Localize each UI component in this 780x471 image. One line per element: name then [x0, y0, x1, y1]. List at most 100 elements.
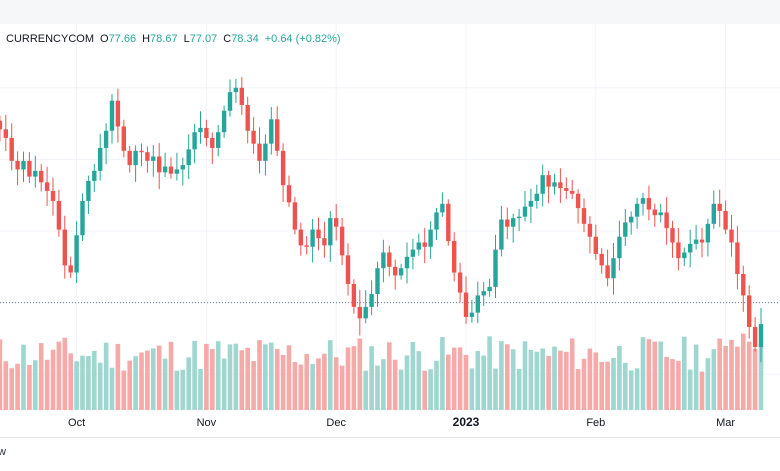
candle-body — [416, 242, 421, 250]
volume-bar — [322, 353, 327, 410]
volume-bar — [0, 339, 3, 410]
volume-bar — [741, 333, 746, 410]
candle-body — [186, 149, 191, 166]
volume-bar — [74, 361, 79, 410]
volume-bar — [33, 360, 38, 410]
legend-close-label: C — [223, 33, 232, 45]
legend-low-label: L — [183, 33, 190, 45]
candle-body — [747, 295, 752, 327]
volume-bar — [369, 346, 374, 410]
volume-bar — [428, 369, 433, 410]
candle-body — [505, 219, 510, 227]
candle-body — [328, 218, 333, 246]
volume-bar — [528, 350, 534, 410]
candle-body — [570, 190, 575, 194]
candle-body — [617, 236, 622, 259]
candle-body — [310, 229, 315, 247]
candle-body — [286, 185, 292, 203]
candle-body — [0, 120, 3, 130]
candle-body — [398, 268, 404, 276]
candle-body — [127, 150, 132, 166]
candle-body — [534, 193, 539, 201]
candle-body — [56, 200, 62, 230]
volume-bar — [280, 354, 286, 410]
volume-bar — [758, 346, 764, 410]
volume-bar — [593, 352, 599, 410]
volume-bar — [180, 369, 186, 410]
volume-bar — [381, 359, 386, 410]
candle-body — [652, 209, 657, 216]
volume-bar — [611, 357, 616, 410]
volume-bar — [292, 361, 298, 410]
legend-open: O77.66 — [100, 33, 136, 45]
candle-body — [9, 137, 14, 161]
volume-bar — [97, 362, 103, 410]
volume-bar — [363, 370, 368, 410]
legend-high: H78.67 — [142, 33, 177, 45]
volume-bar — [50, 349, 56, 410]
candle-body — [528, 200, 534, 207]
candle-body — [180, 165, 185, 170]
volume-bar — [345, 347, 351, 410]
candle-body — [233, 87, 239, 93]
volume-bar — [546, 355, 551, 410]
candle-body — [463, 292, 469, 317]
candle-body — [62, 229, 67, 266]
volume-bar — [746, 341, 752, 410]
candle-body — [487, 286, 492, 292]
volume-bar — [210, 349, 215, 410]
legend-open-value: 77.66 — [108, 33, 137, 45]
volume-bar — [398, 369, 404, 410]
volume-bar — [457, 347, 463, 410]
volume-bar — [156, 345, 162, 410]
volume-bar — [664, 356, 669, 410]
candle-body — [304, 245, 309, 247]
volume-bar — [682, 336, 687, 410]
volume-bar — [505, 344, 510, 410]
top-strip — [0, 0, 780, 24]
candle-body — [558, 182, 563, 189]
volume-bar — [38, 343, 44, 410]
volume-bar — [133, 356, 138, 410]
volume-bar — [333, 357, 339, 410]
candle-body — [204, 127, 209, 138]
candle-body — [121, 126, 126, 151]
volume-bar — [510, 349, 516, 410]
volume-bar — [328, 340, 333, 410]
candle-body — [198, 127, 203, 133]
candle-body — [257, 143, 262, 161]
volume-bar — [251, 361, 256, 410]
candle-body — [511, 218, 516, 227]
candle-body — [168, 166, 174, 174]
candle-body — [351, 283, 357, 307]
volume-bar — [274, 348, 280, 410]
volume-bar — [516, 368, 522, 410]
candle-body — [393, 266, 398, 276]
volume-bar — [27, 364, 32, 410]
volume-bar — [304, 353, 309, 410]
volume-bar — [310, 364, 315, 410]
volume-bar — [558, 350, 563, 410]
volume-bar — [451, 347, 457, 410]
candle-body — [98, 147, 103, 171]
volume-bar — [404, 355, 410, 410]
volume-bar — [717, 338, 722, 410]
volume-bar — [9, 368, 14, 410]
candle-body — [516, 216, 522, 219]
candle-body — [381, 252, 386, 269]
candle-body — [115, 100, 121, 127]
volume-bar — [162, 358, 168, 410]
volume-bar — [699, 371, 705, 410]
volume-bar — [440, 337, 445, 410]
volume-bar — [487, 336, 492, 410]
volume-bar — [463, 355, 469, 410]
candle-body — [611, 258, 616, 279]
candle-body — [109, 100, 115, 131]
candle-body — [605, 265, 610, 279]
candle-body — [39, 170, 44, 183]
ohlc-legend: CURRENCYCOM O77.66 H78.67 L77.07 C78.34 … — [6, 33, 341, 45]
volume-bar — [575, 369, 581, 410]
candle-body — [575, 193, 581, 209]
legend-high-label: H — [142, 33, 151, 45]
candle-body — [623, 222, 628, 237]
